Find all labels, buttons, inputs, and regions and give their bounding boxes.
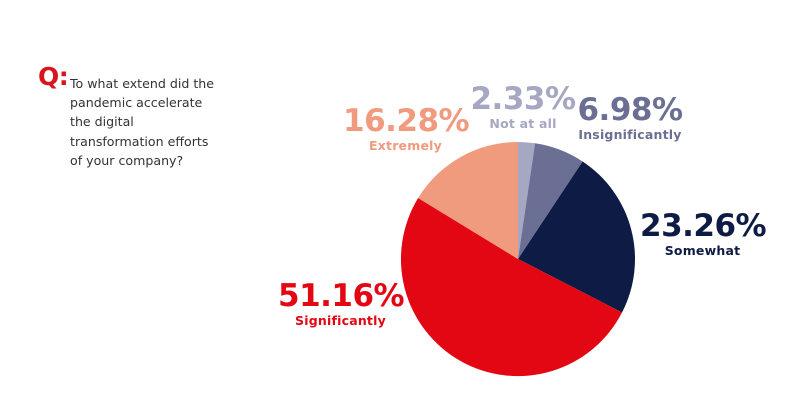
slice-name: Insignificantly — [578, 127, 682, 142]
pie-slice-not-at-all — [518, 142, 536, 259]
slice-name: Not at all — [489, 116, 557, 131]
slice-percent: 2.33% — [470, 81, 576, 117]
slice-name: Extremely — [369, 138, 442, 153]
question-marker: Q: — [38, 62, 69, 91]
slice-label-insignificantly: 6.98% Insignificantly — [570, 93, 690, 142]
slice-label-extremely: 16.28% Extremely — [343, 103, 470, 153]
slice-label-not-at-all: 2.33% Not at all — [468, 82, 578, 131]
slice-label-somewhat: 23.26% Somewhat — [640, 208, 767, 258]
question-line: transformation efforts — [70, 133, 209, 149]
question-line: To what extend did the — [70, 76, 215, 91]
pie-slice-extremely — [418, 142, 518, 259]
pie-slice-somewhat — [518, 161, 635, 313]
slice-percent: 16.28% — [343, 103, 470, 139]
question-line: pandemic accelerate — [70, 95, 203, 111]
question-line: the digital — [70, 114, 134, 130]
slice-name: Somewhat — [664, 243, 741, 258]
slice-percent: 6.98% — [577, 92, 683, 128]
slice-percent: 51.16% — [278, 278, 405, 314]
question-line: of your company? — [70, 152, 184, 168]
pie-slice-insignificantly — [518, 143, 583, 259]
slice-name: Significantly — [295, 313, 386, 328]
slice-percent: 23.26% — [640, 208, 767, 244]
question-text: To what extend did the pandemic accelera… — [70, 74, 230, 170]
slice-label-significantly: 51.16% Significantly — [278, 278, 405, 328]
pie-slice-significantly — [400, 198, 623, 377]
